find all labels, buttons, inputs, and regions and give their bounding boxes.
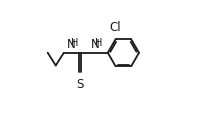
- Text: N: N: [91, 38, 99, 51]
- Text: Cl: Cl: [109, 21, 121, 34]
- Text: S: S: [76, 78, 84, 91]
- Text: H: H: [95, 38, 102, 48]
- Text: N: N: [67, 38, 76, 51]
- Text: H: H: [71, 38, 79, 48]
